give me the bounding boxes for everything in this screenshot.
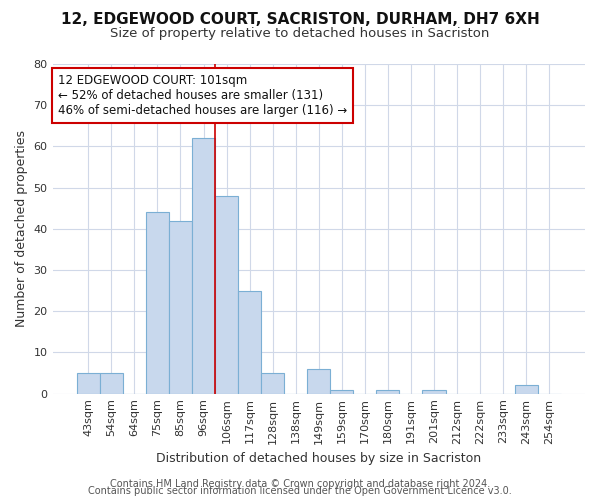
Bar (192, 138, 215, 394)
Text: 12, EDGEWOOD COURT, SACRISTON, DURHAM, DH7 6XH: 12, EDGEWOOD COURT, SACRISTON, DURHAM, D… (61, 12, 539, 28)
Y-axis label: Number of detached properties: Number of detached properties (15, 130, 28, 328)
Bar (376, 390, 400, 394)
Bar (77, 373, 100, 394)
Bar (515, 386, 538, 394)
X-axis label: Distribution of detached houses by size in Sacriston: Distribution of detached houses by size … (156, 452, 481, 465)
Bar (238, 290, 261, 394)
Text: 12 EDGEWOOD COURT: 101sqm
← 52% of detached houses are smaller (131)
46% of semi: 12 EDGEWOOD COURT: 101sqm ← 52% of detac… (58, 74, 347, 117)
Bar (146, 212, 169, 394)
Text: Contains HM Land Registry data © Crown copyright and database right 2024.: Contains HM Land Registry data © Crown c… (110, 479, 490, 489)
Text: Size of property relative to detached houses in Sacriston: Size of property relative to detached ho… (110, 28, 490, 40)
Bar (307, 369, 330, 394)
Bar (330, 390, 353, 394)
Bar (422, 390, 446, 394)
Bar (169, 220, 192, 394)
Bar (261, 373, 284, 394)
Text: Contains public sector information licensed under the Open Government Licence v3: Contains public sector information licen… (88, 486, 512, 496)
Bar (215, 196, 238, 394)
Bar (100, 373, 123, 394)
